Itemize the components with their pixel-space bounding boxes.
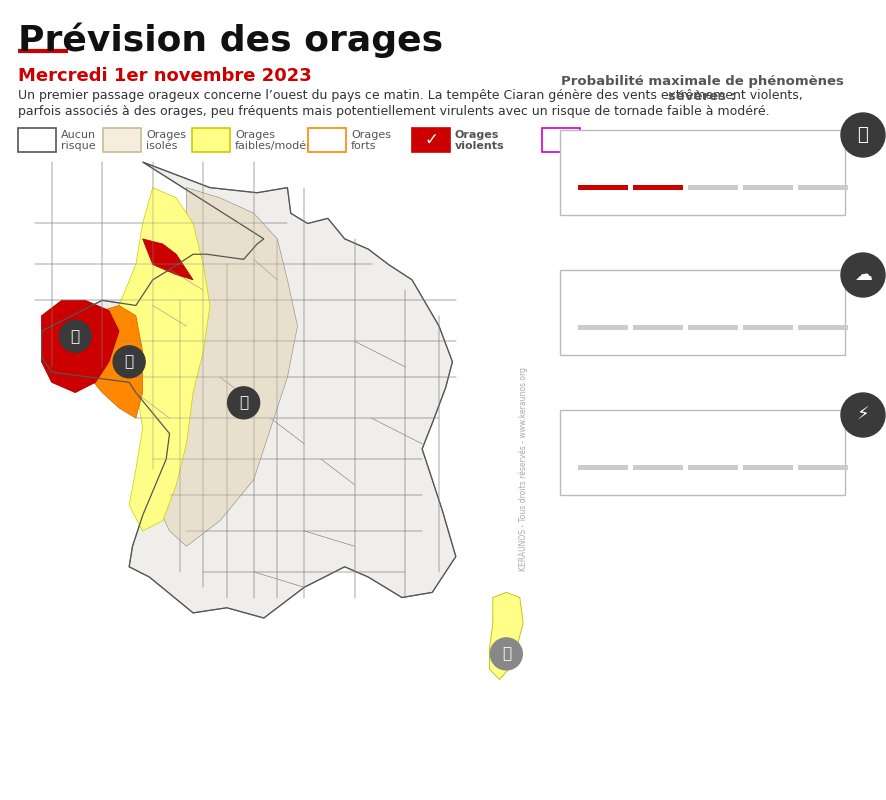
Text: Tornade :: Tornade : xyxy=(578,152,646,166)
Circle shape xyxy=(840,393,884,437)
FancyBboxPatch shape xyxy=(797,185,847,190)
FancyBboxPatch shape xyxy=(559,270,844,355)
Text: Aucun: Aucun xyxy=(61,130,96,140)
Text: ⛈: ⛈ xyxy=(124,354,134,370)
Text: ☁: ☁ xyxy=(853,266,871,284)
Text: Orages: Orages xyxy=(146,130,186,140)
FancyBboxPatch shape xyxy=(688,465,737,470)
Text: Orages: Orages xyxy=(585,130,625,140)
Text: forts: forts xyxy=(351,141,376,151)
Text: extrêmes: extrêmes xyxy=(585,141,637,151)
Text: Prévision des orages: Prévision des orages xyxy=(18,22,443,58)
FancyBboxPatch shape xyxy=(688,325,737,330)
Text: Mercredi 1er novembre 2023: Mercredi 1er novembre 2023 xyxy=(18,67,311,85)
Text: ⛈: ⛈ xyxy=(71,329,80,344)
Text: Probabilité maximale de phénomènes
sévères :: Probabilité maximale de phénomènes sévèr… xyxy=(561,75,843,103)
Polygon shape xyxy=(68,306,143,418)
FancyBboxPatch shape xyxy=(541,128,579,152)
Polygon shape xyxy=(42,300,119,393)
FancyBboxPatch shape xyxy=(742,465,792,470)
FancyBboxPatch shape xyxy=(742,325,792,330)
FancyBboxPatch shape xyxy=(688,185,737,190)
FancyBboxPatch shape xyxy=(411,128,449,152)
Text: Orages: Orages xyxy=(455,130,499,140)
FancyBboxPatch shape xyxy=(742,185,792,190)
Circle shape xyxy=(840,113,884,157)
Text: violents: violents xyxy=(455,141,504,151)
FancyBboxPatch shape xyxy=(578,465,627,470)
Text: 15 à 30%: 15 à 30% xyxy=(637,152,709,166)
Circle shape xyxy=(490,638,522,670)
FancyBboxPatch shape xyxy=(307,128,346,152)
FancyBboxPatch shape xyxy=(18,128,56,152)
Polygon shape xyxy=(42,162,455,618)
Text: Intense activité foudre :: Intense activité foudre : xyxy=(578,432,747,446)
FancyBboxPatch shape xyxy=(633,185,682,190)
Text: ⛈: ⛈ xyxy=(857,126,867,144)
Circle shape xyxy=(840,253,884,297)
Text: ⛈: ⛈ xyxy=(501,646,510,662)
Text: Grêle > 5 cm :: Grêle > 5 cm : xyxy=(578,292,682,306)
Polygon shape xyxy=(119,188,210,531)
Text: ⛈: ⛈ xyxy=(239,395,248,410)
FancyBboxPatch shape xyxy=(559,130,844,215)
Text: 0%: 0% xyxy=(734,432,757,446)
Polygon shape xyxy=(143,188,297,546)
Text: Orages: Orages xyxy=(235,130,275,140)
Text: KERAUNOS - Tous droits réservés - www.keraunos.org: KERAUNOS - Tous droits réservés - www.ke… xyxy=(518,367,528,571)
Text: ✓: ✓ xyxy=(424,131,438,149)
Circle shape xyxy=(113,346,145,378)
Text: parfois associés à des orages, peu fréquents mais potentiellement virulents avec: parfois associés à des orages, peu fréqu… xyxy=(18,105,769,118)
Circle shape xyxy=(59,320,91,352)
FancyBboxPatch shape xyxy=(633,465,682,470)
Text: Un premier passage orageux concerne l’ouest du pays ce matin. La tempête Ciaran : Un premier passage orageux concerne l’ou… xyxy=(18,89,802,102)
FancyBboxPatch shape xyxy=(191,128,229,152)
Polygon shape xyxy=(489,592,523,679)
FancyBboxPatch shape xyxy=(633,325,682,330)
Circle shape xyxy=(228,387,260,419)
FancyBboxPatch shape xyxy=(578,325,627,330)
FancyBboxPatch shape xyxy=(797,465,847,470)
Text: Orages: Orages xyxy=(351,130,391,140)
FancyBboxPatch shape xyxy=(797,325,847,330)
FancyBboxPatch shape xyxy=(559,410,844,495)
Text: isolés: isolés xyxy=(146,141,177,151)
Text: 0%: 0% xyxy=(667,292,691,306)
Text: risque: risque xyxy=(61,141,96,151)
FancyBboxPatch shape xyxy=(103,128,141,152)
FancyBboxPatch shape xyxy=(578,185,627,190)
Polygon shape xyxy=(143,239,193,280)
Text: faibles/modérés: faibles/modérés xyxy=(235,141,323,151)
Text: ⚡: ⚡ xyxy=(856,406,868,424)
